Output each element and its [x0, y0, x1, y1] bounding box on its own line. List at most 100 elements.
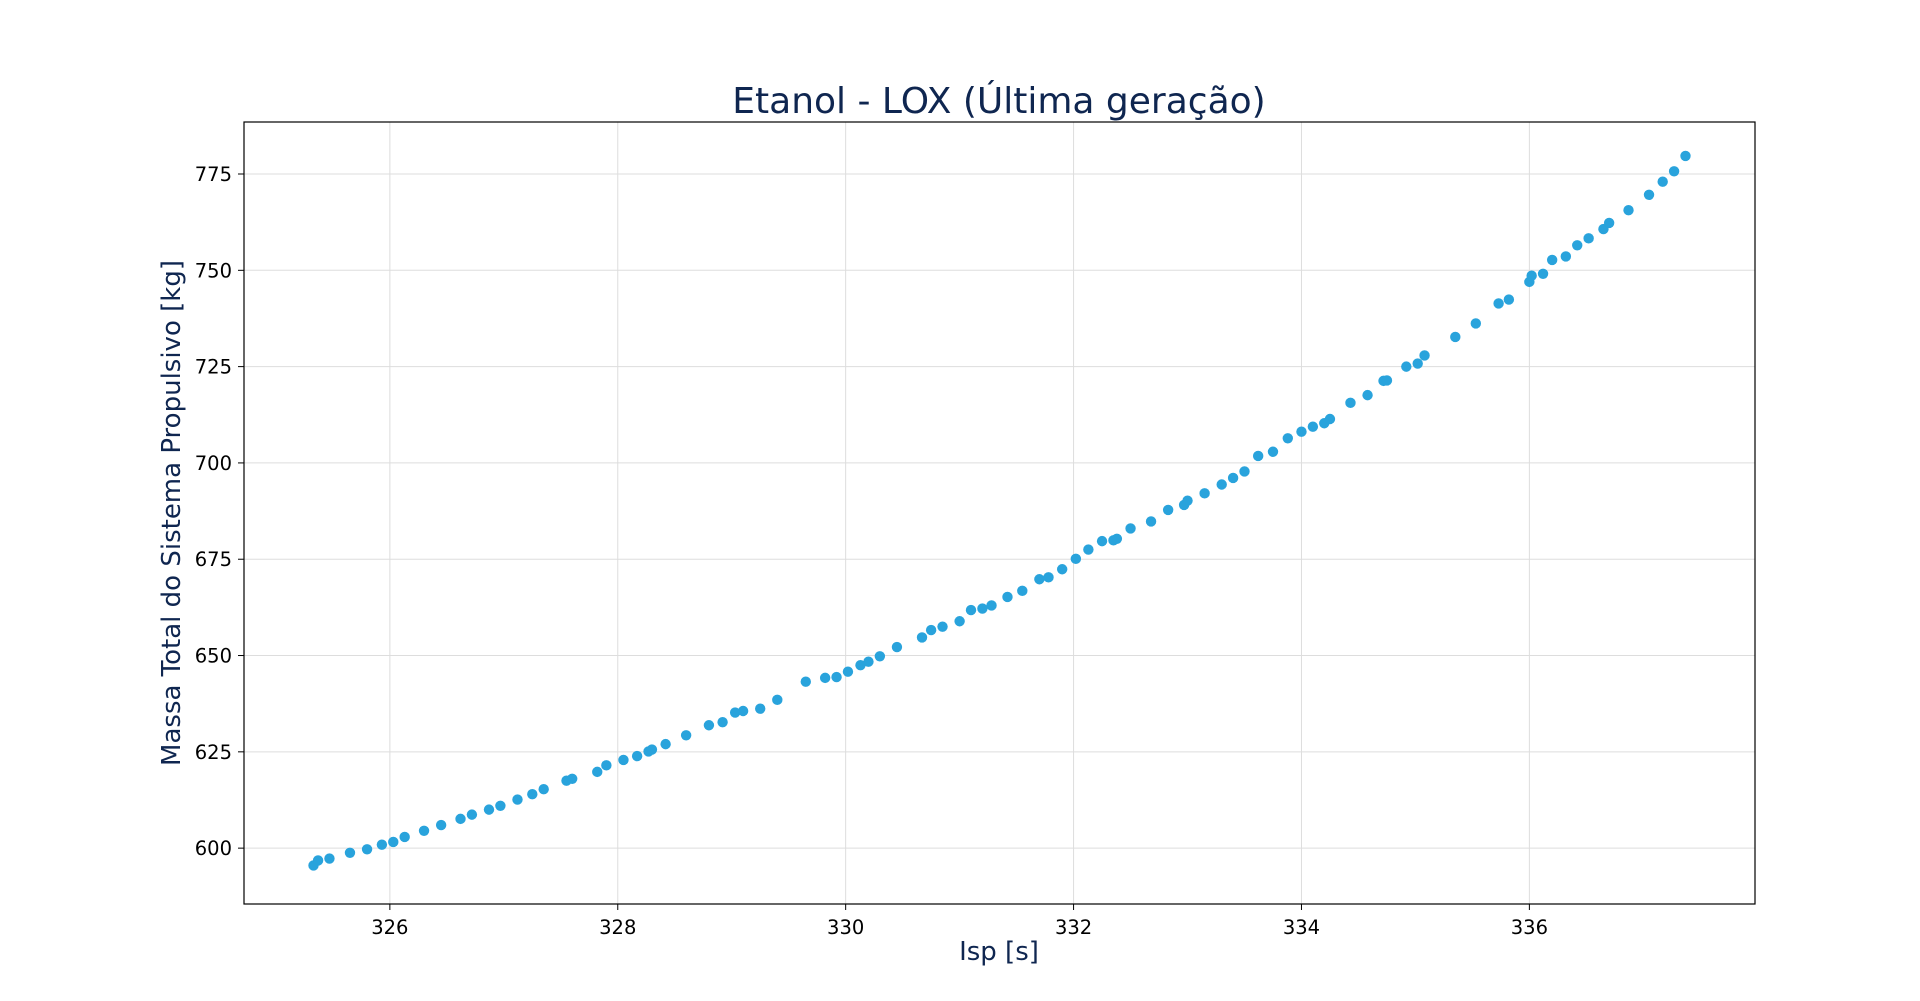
data-point: [916, 632, 928, 643]
data-point: [1162, 504, 1174, 516]
data-point: [1199, 488, 1210, 499]
data-point: [1111, 533, 1123, 545]
data-point: [1252, 450, 1264, 462]
data-point: [1643, 189, 1655, 201]
data-point: [954, 616, 965, 627]
data-point: [1560, 251, 1572, 262]
data-point: [965, 604, 977, 616]
data-point: [418, 825, 430, 837]
y-axis-ticks: 600 625 650 675 700 725 750 775: [195, 163, 244, 860]
data-point: [717, 716, 728, 728]
data-point: [324, 853, 335, 864]
data-point: [800, 676, 811, 687]
data-point: [1216, 479, 1227, 490]
data-point: [1419, 350, 1430, 361]
data-point: [344, 847, 356, 858]
data-point: [566, 773, 578, 785]
data-point: [1412, 358, 1423, 369]
data-point: [1572, 240, 1583, 251]
chart-title: Etanol - LOX (Última geração): [732, 80, 1265, 122]
data-point: [1145, 516, 1157, 527]
data-point: [891, 641, 903, 653]
data-point: [1526, 270, 1537, 281]
data-point: [925, 624, 937, 636]
data-point: [495, 800, 506, 811]
data-point: [874, 651, 886, 662]
data-point: [1450, 331, 1461, 343]
data-point: [601, 760, 612, 771]
y-tick-label: 700: [195, 452, 232, 475]
data-point: [772, 694, 783, 706]
data-point: [1324, 413, 1336, 425]
x-tick-label: 336: [1511, 916, 1548, 939]
data-point: [1680, 150, 1691, 162]
data-point: [435, 819, 447, 831]
data-point: [1345, 397, 1356, 409]
data-point: [361, 844, 373, 855]
y-tick-label: 775: [195, 163, 232, 186]
data-point: [483, 804, 495, 815]
data-point: [660, 738, 671, 750]
data-point: [1017, 585, 1028, 597]
x-tick-label: 330: [827, 916, 864, 939]
data-point: [527, 789, 538, 800]
y-tick-label: 650: [195, 645, 232, 668]
data-point: [1125, 523, 1136, 534]
data-point: [1657, 176, 1668, 187]
data-point: [855, 659, 866, 671]
data-point: [1623, 205, 1634, 216]
grid-lines: [244, 122, 1755, 904]
data-points: [308, 150, 1691, 871]
data-point: [455, 813, 466, 825]
data-point: [680, 730, 692, 741]
data-point: [1002, 591, 1013, 603]
data-point: [1470, 318, 1482, 329]
data-point: [831, 671, 842, 683]
plot-frame: [243, 121, 1756, 905]
data-point: [1307, 421, 1319, 432]
data-point: [631, 750, 643, 762]
data-point: [1401, 361, 1412, 372]
data-point: [1227, 472, 1239, 484]
data-point: [1362, 389, 1373, 401]
data-point: [592, 766, 603, 778]
data-point: [937, 621, 948, 632]
data-point: [1182, 495, 1193, 506]
data-point: [1546, 254, 1558, 266]
data-point: [1296, 426, 1307, 437]
data-point: [376, 839, 388, 850]
data-point: [1239, 466, 1250, 477]
data-point: [1493, 298, 1504, 309]
data-point: [399, 831, 410, 843]
y-axis-label: Massa Total do Sistema Propulsivo [kg]: [157, 260, 187, 766]
data-point: [842, 666, 854, 677]
data-point: [538, 784, 549, 795]
x-tick-label: 334: [1283, 916, 1320, 939]
data-point: [1503, 294, 1515, 305]
data-point: [755, 703, 766, 714]
data-point: [1583, 233, 1594, 244]
data-point: [863, 656, 874, 667]
data-point: [388, 836, 399, 848]
data-point: [737, 705, 749, 717]
data-point: [1096, 535, 1108, 547]
data-point: [1083, 544, 1094, 555]
data-point: [1282, 433, 1293, 444]
data-point: [1603, 217, 1615, 229]
data-point: [1034, 574, 1045, 585]
data-point: [1043, 572, 1054, 583]
y-tick-label: 625: [195, 741, 232, 764]
data-point: [312, 855, 324, 866]
data-point: [1267, 446, 1279, 457]
data-point: [1668, 166, 1680, 177]
data-point: [1070, 553, 1082, 565]
y-tick-label: 600: [195, 837, 232, 860]
data-point: [646, 744, 658, 755]
y-tick-label: 725: [195, 356, 232, 379]
x-axis-label: Isp [s]: [959, 937, 1039, 967]
data-point: [1056, 564, 1068, 575]
data-point: [729, 707, 741, 718]
x-tick-label: 328: [599, 916, 636, 939]
data-point: [1381, 375, 1393, 386]
